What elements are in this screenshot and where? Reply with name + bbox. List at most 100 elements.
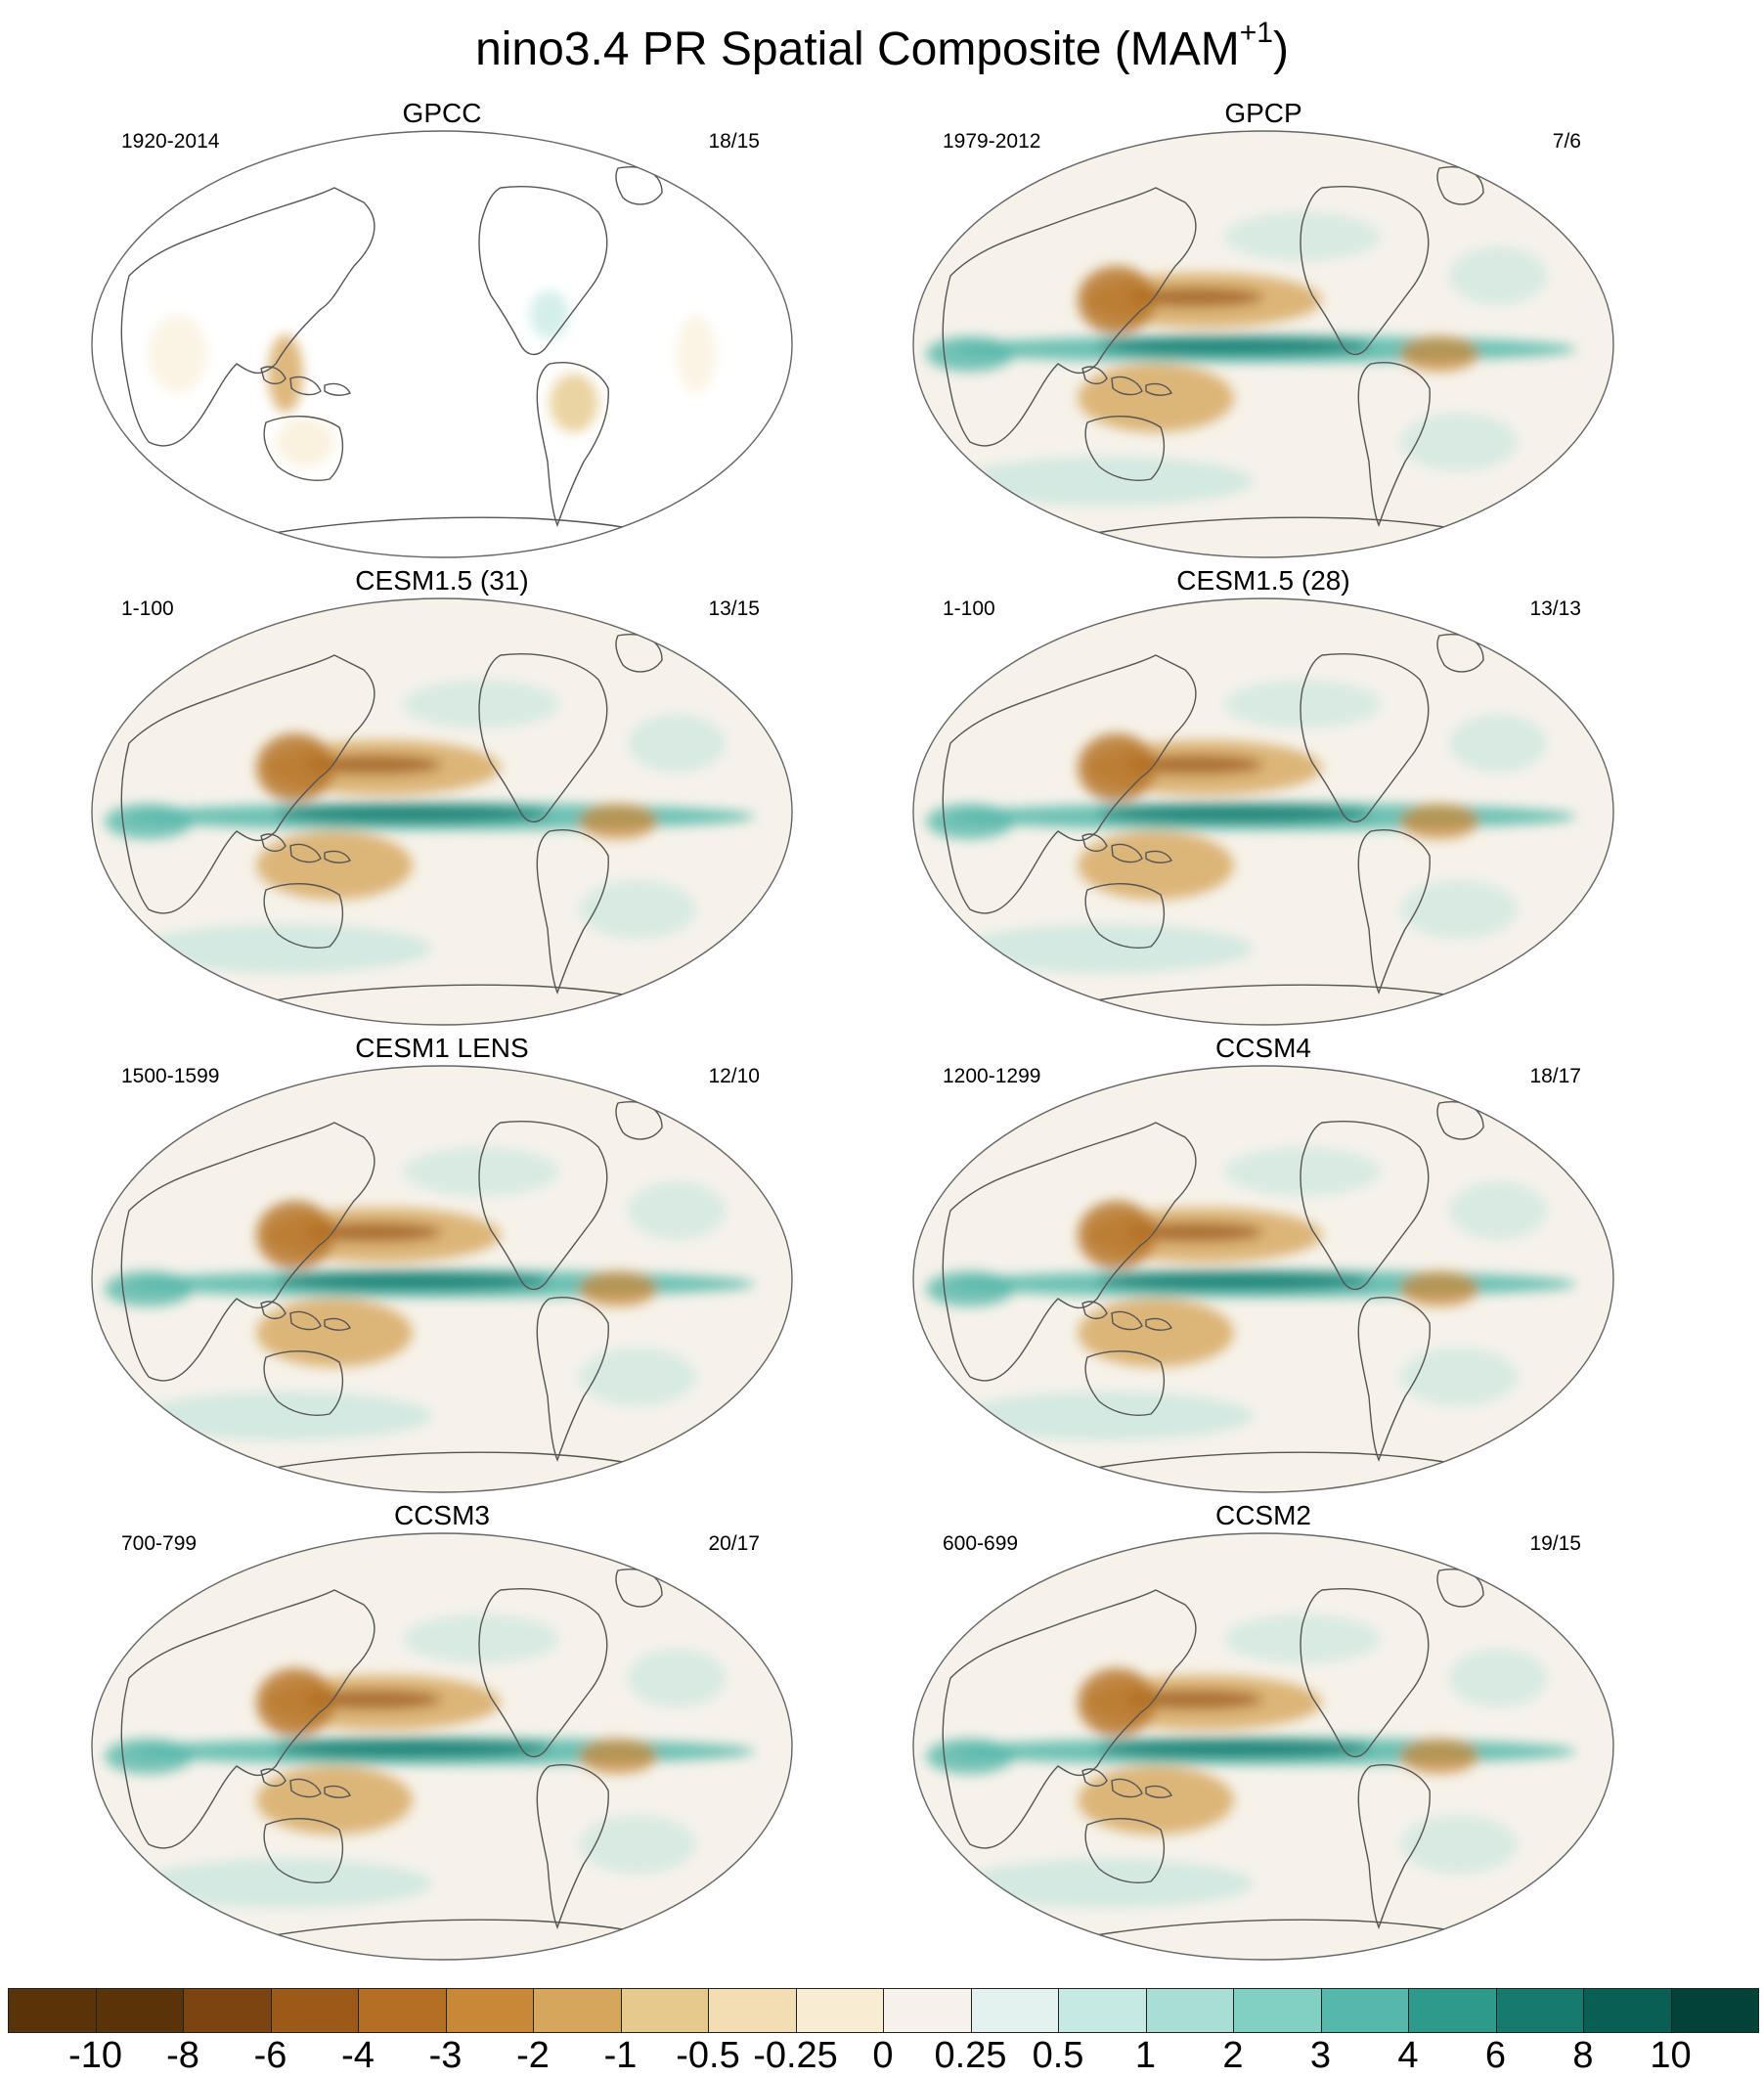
panel-title: GPCP	[1224, 98, 1302, 128]
coastline	[1084, 415, 1166, 481]
coastline	[1111, 843, 1143, 863]
colorbar-box	[1145, 1988, 1234, 2033]
panel-title: CESM1.5 (28)	[1176, 565, 1350, 596]
coastline	[1300, 1588, 1430, 1758]
coastline	[942, 654, 1197, 914]
coastline	[1300, 653, 1430, 823]
colorbar-tick-label: 2	[1222, 2035, 1244, 2076]
panel-title: CESM1.5 (31)	[355, 565, 529, 596]
coastline	[536, 1297, 609, 1462]
panel-title: GPCC	[402, 98, 482, 128]
colorbar-tick-label: 1	[1134, 2035, 1157, 2076]
colorbar-tick-label: -2	[516, 2035, 550, 2076]
title-text: nino3.4 PR Spatial Composite (MAM	[475, 23, 1240, 75]
coastline	[1357, 362, 1431, 527]
coastline	[478, 186, 608, 356]
coastline	[120, 1589, 375, 1849]
map-globe	[912, 597, 1614, 1026]
colorbar-box	[1583, 1988, 1672, 2033]
coastline	[120, 654, 375, 914]
panel-ratio: 13/13	[1529, 597, 1581, 620]
map-panel: CESM1.5 (28) 1-100 13/13	[911, 565, 1733, 1027]
panel-title: CCSM3	[393, 1500, 490, 1530]
coastline	[478, 1588, 608, 1758]
colorbar-tick-label: 3	[1309, 2035, 1332, 2076]
panel-title: CESM1 LENS	[355, 1033, 529, 1063]
map-panel: CCSM4 1200-1299 18/17	[911, 1033, 1733, 1494]
title-close: )	[1272, 23, 1289, 75]
map-globe	[912, 130, 1614, 558]
panel-ratio: 12/10	[708, 1065, 760, 1087]
colorbar-box	[620, 1988, 709, 2033]
colorbar-tick-label: 0.5	[1032, 2035, 1084, 2076]
colorbar-box	[883, 1988, 972, 2033]
coastline	[324, 382, 351, 396]
colorbar-tick-label: -4	[341, 2035, 375, 2076]
coastline	[1084, 1349, 1166, 1416]
colorbar-tick-label: 0	[872, 2035, 894, 2076]
colorbar-box	[708, 1988, 797, 2033]
map-panel: CCSM2 600-699 19/15	[911, 1500, 1733, 1962]
panel-title: CCSM2	[1214, 1500, 1311, 1530]
colorbar-box	[183, 1988, 272, 2033]
coastline	[942, 1122, 1197, 1382]
colorbar-box	[970, 1988, 1059, 2033]
panel-period: 600-699	[943, 1532, 1019, 1555]
map-globe	[912, 1065, 1614, 1493]
colorbar-labels: -10 -8 -6 -4 -3 -2 -1 -0.5 -0.25 0 0.25 0.5 1 2 3 4 6 8 10	[0, 2034, 1764, 2077]
colorbar-box	[1320, 1988, 1409, 2033]
coastline	[324, 850, 351, 863]
coastline	[289, 1310, 322, 1331]
panel-period: 1-100	[943, 597, 995, 620]
coastline	[1357, 829, 1431, 995]
colorbar-tick-label: -3	[428, 2035, 463, 2076]
coastline	[263, 1817, 344, 1883]
map-panel: CCSM3 700-799 20/17	[90, 1500, 911, 1962]
coastline	[1357, 1764, 1431, 1929]
colorbar-box	[533, 1988, 622, 2033]
panel-period: 1-100	[121, 597, 174, 620]
colorbar-box	[358, 1988, 447, 2033]
coastline	[324, 1785, 351, 1798]
panel-period: 1500-1599	[121, 1065, 220, 1087]
panel-ratio: 18/15	[708, 130, 760, 153]
coastline	[478, 1121, 608, 1291]
coastline	[289, 376, 322, 396]
coastline	[289, 843, 322, 863]
panel-period: 1979-2012	[943, 130, 1041, 153]
colorbar-tick-label: -10	[68, 2035, 122, 2076]
panel-period: 1920-2014	[121, 130, 220, 153]
map-globe	[91, 1065, 793, 1493]
panel-ratio: 7/6	[1552, 130, 1581, 153]
coastline	[324, 1317, 351, 1331]
coastline	[1081, 1768, 1108, 1788]
coastline	[942, 1589, 1197, 1849]
panel-period: 700-799	[121, 1532, 198, 1555]
colorbar-tick-label: 10	[1650, 2035, 1692, 2076]
coastline	[1111, 1778, 1143, 1798]
coastline	[263, 1349, 344, 1416]
colorbar-tick-label: -8	[166, 2035, 199, 2076]
coastline	[478, 653, 608, 823]
coastline	[1357, 1297, 1431, 1462]
map-globe	[91, 130, 793, 558]
coastline	[1084, 1817, 1166, 1883]
coastline	[120, 1122, 375, 1382]
title-superscript: +1	[1239, 17, 1273, 49]
colorbar-tick-label: -0.5	[676, 2035, 740, 2076]
coastline	[1145, 1317, 1172, 1331]
colorbar-box	[445, 1988, 534, 2033]
panel-title: CCSM4	[1214, 1033, 1311, 1063]
map-panel: GPCP 1979-2012 7/6	[911, 98, 1733, 559]
coastline	[942, 187, 1197, 447]
panel-ratio: 20/17	[708, 1532, 760, 1555]
coastline	[1111, 376, 1143, 396]
coastline	[260, 1301, 287, 1320]
colorbar	[8, 1988, 1759, 2035]
panel-ratio: 18/17	[1529, 1065, 1581, 1087]
colorbar-box	[1495, 1988, 1584, 2033]
coastline	[1081, 1301, 1108, 1320]
map-panel: CESM1 LENS 1500-1599 12/10	[90, 1033, 911, 1494]
map-panel: GPCC 1920-2014 18/15	[90, 98, 911, 559]
coastline	[1084, 882, 1166, 949]
